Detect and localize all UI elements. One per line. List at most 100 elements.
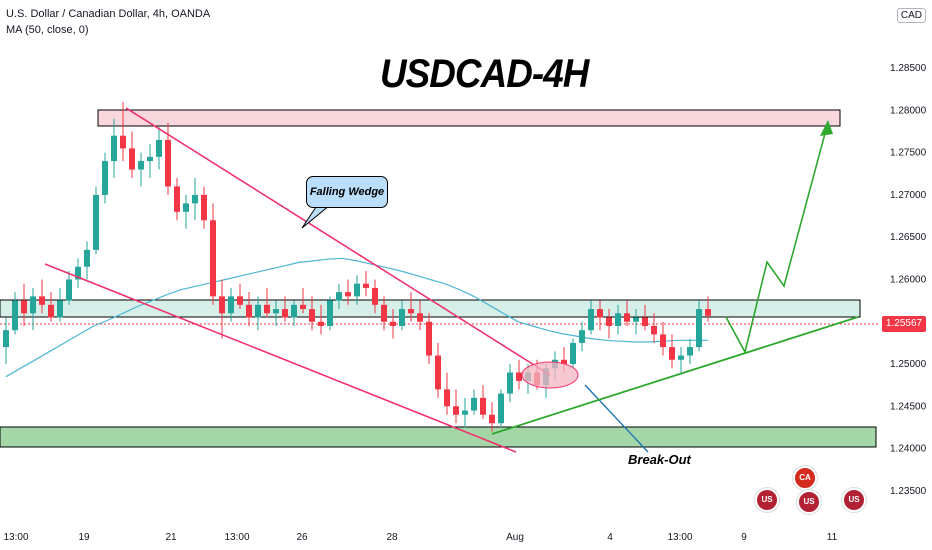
candle[interactable] <box>12 292 18 335</box>
candle[interactable] <box>30 287 36 331</box>
candle[interactable] <box>129 131 135 178</box>
candle[interactable] <box>201 186 207 229</box>
candle[interactable] <box>21 283 27 326</box>
candle[interactable] <box>633 309 639 335</box>
candle[interactable] <box>264 287 270 318</box>
breakout-ellipse[interactable] <box>521 361 579 389</box>
candle-body <box>282 309 288 318</box>
candle[interactable] <box>354 275 360 305</box>
candle[interactable] <box>444 372 450 415</box>
candle[interactable] <box>300 287 306 314</box>
candle-body <box>453 406 459 415</box>
wedge-lower-line[interactable] <box>44 263 517 453</box>
projection-path[interactable] <box>725 125 828 355</box>
candle[interactable] <box>363 271 369 297</box>
candle[interactable] <box>111 118 117 178</box>
candle[interactable] <box>39 279 45 314</box>
candle[interactable] <box>237 283 243 310</box>
candle[interactable] <box>3 317 9 365</box>
y-axis[interactable]: 1.28500 1.28000 1.27500 1.27000 1.26500 1.260… <box>890 63 927 497</box>
candle[interactable] <box>426 313 432 365</box>
candle[interactable] <box>273 300 279 326</box>
drawings-layer <box>44 107 859 453</box>
y-tick-label: 1.28000 <box>890 105 927 116</box>
candle-body <box>597 309 603 318</box>
wedge-upper-line[interactable] <box>125 107 551 376</box>
candle[interactable] <box>624 300 630 326</box>
candle[interactable] <box>192 177 198 221</box>
candle[interactable] <box>669 334 675 369</box>
candle[interactable] <box>390 309 396 339</box>
legend-symbol: U.S. Dollar / Canadian Dollar, 4h, OANDA <box>6 8 211 20</box>
currency-badge[interactable]: CAD <box>896 8 926 23</box>
candle[interactable] <box>372 279 378 314</box>
candle[interactable] <box>471 389 477 415</box>
candle[interactable] <box>327 296 333 331</box>
candle[interactable] <box>480 385 486 419</box>
candle[interactable] <box>174 177 180 221</box>
trendline-support[interactable] <box>491 316 859 435</box>
candle[interactable] <box>678 347 684 373</box>
resistance-zone[interactable] <box>97 109 841 127</box>
candle[interactable] <box>84 241 90 280</box>
us-flag-event-icon-3[interactable]: US <box>842 488 866 512</box>
candle[interactable] <box>579 321 585 352</box>
candle[interactable] <box>498 389 504 428</box>
candle[interactable] <box>246 292 252 326</box>
candle[interactable] <box>381 296 387 331</box>
candle[interactable] <box>210 203 216 305</box>
candle[interactable] <box>228 287 234 322</box>
candle[interactable] <box>417 300 423 331</box>
candle[interactable] <box>435 342 441 398</box>
us-flag-event-icon-2[interactable]: US <box>797 490 821 514</box>
candle[interactable] <box>606 309 612 339</box>
candle[interactable] <box>345 279 351 305</box>
candle[interactable] <box>705 296 711 322</box>
candle[interactable] <box>336 283 342 310</box>
candle[interactable] <box>597 300 603 331</box>
candle[interactable] <box>408 292 414 322</box>
candle[interactable] <box>282 296 288 322</box>
candle[interactable] <box>255 296 261 331</box>
candle[interactable] <box>57 287 63 322</box>
candle[interactable] <box>66 271 72 305</box>
candle[interactable] <box>588 300 594 335</box>
candle[interactable] <box>156 127 162 170</box>
candle[interactable] <box>453 389 459 424</box>
candle[interactable] <box>507 364 513 403</box>
candle[interactable] <box>318 304 324 335</box>
candle[interactable] <box>75 258 81 288</box>
candle[interactable] <box>696 300 702 352</box>
candle[interactable] <box>570 338 576 369</box>
candle[interactable] <box>309 296 315 331</box>
candle[interactable] <box>660 321 666 356</box>
candle[interactable] <box>687 338 693 365</box>
candle[interactable] <box>120 101 126 162</box>
candle[interactable] <box>642 304 648 331</box>
candle[interactable] <box>399 300 405 331</box>
candle[interactable] <box>183 194 189 229</box>
candle[interactable] <box>48 292 54 322</box>
candle[interactable] <box>462 397 468 428</box>
candle[interactable] <box>291 300 297 326</box>
candle[interactable] <box>219 279 225 339</box>
candle[interactable] <box>615 304 621 335</box>
us-flag-event-icon[interactable]: US <box>755 488 779 512</box>
candle[interactable] <box>93 186 99 255</box>
mid-zone[interactable] <box>0 299 861 318</box>
falling-wedge-callout[interactable]: Falling Wedge <box>306 176 388 208</box>
candle[interactable] <box>516 359 522 390</box>
x-axis[interactable]: 13:00 19 21 13:00 26 28 Aug 4 13:00 9 11 <box>3 532 837 543</box>
candle[interactable] <box>102 152 108 204</box>
support-zone[interactable] <box>0 426 877 448</box>
candle[interactable] <box>138 152 144 187</box>
candle[interactable] <box>147 144 153 178</box>
candle[interactable] <box>651 313 657 343</box>
candle[interactable] <box>489 402 495 432</box>
y-tick-label: 1.24000 <box>890 444 927 455</box>
candle-body <box>354 283 360 297</box>
canada-flag-event-icon[interactable]: CA <box>793 466 817 490</box>
candle-body <box>669 347 675 360</box>
breakout-label[interactable]: Break-Out <box>628 452 691 467</box>
